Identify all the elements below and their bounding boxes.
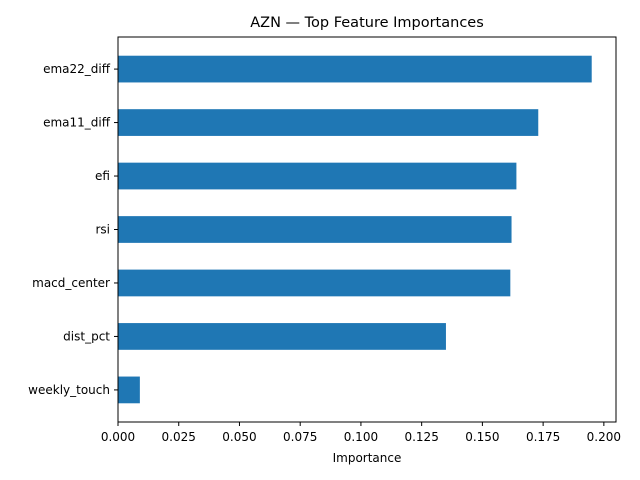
bar-ema11_diff <box>118 109 539 136</box>
y-tick-label: dist_pct <box>63 329 110 343</box>
y-tick-label: weekly_touch <box>28 383 110 397</box>
bar-macd_center <box>118 269 511 297</box>
x-tick-label: 0.100 <box>344 430 378 444</box>
x-tick-label: 0.000 <box>101 430 135 444</box>
bar-weekly_touch <box>118 376 140 404</box>
chart-title: AZN — Top Feature Importances <box>250 15 484 31</box>
bar-efi <box>118 162 517 190</box>
x-tick-label: 0.050 <box>222 430 256 444</box>
bar-rsi <box>118 216 512 243</box>
bar-dist_pct <box>118 323 446 350</box>
x-tick-label: 0.075 <box>283 430 317 444</box>
x-axis-ticks: 0.000 0.025 0.050 0.075 0.100 0.125 0.150 0.175… <box>101 422 621 444</box>
x-tick-label: 0.150 <box>465 430 499 444</box>
y-tick-label: ema11_diff <box>43 116 111 130</box>
y-tick-label: macd_center <box>32 276 110 290</box>
x-tick-label: 0.125 <box>404 430 438 444</box>
x-axis-label: Importance <box>333 451 402 465</box>
plot-frame <box>117 36 617 423</box>
x-tick-label: 0.175 <box>526 430 560 444</box>
x-tick-label: 0.200 <box>587 430 621 444</box>
bar-ema22_diff <box>118 55 592 83</box>
y-tick-label: rsi <box>95 223 110 237</box>
bars-group <box>118 55 592 404</box>
y-tick-label: ema22_diff <box>43 62 111 76</box>
x-tick-label: 0.025 <box>162 430 196 444</box>
y-tick-label: efi <box>95 169 110 183</box>
